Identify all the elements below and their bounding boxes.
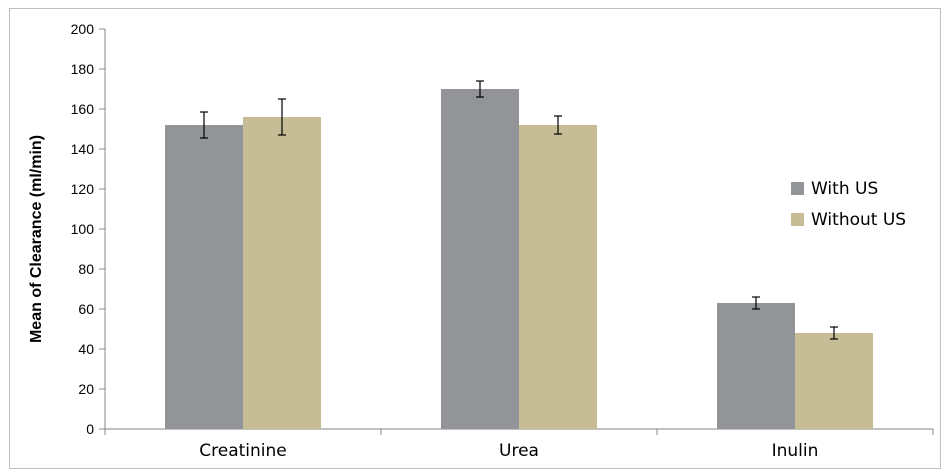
legend-swatch — [791, 213, 804, 226]
y-tick-label: 140 — [71, 141, 95, 157]
bar-creatinine-with-us — [165, 125, 243, 429]
bar-inulin-without-us — [795, 333, 873, 429]
y-tick-label: 80 — [78, 261, 94, 277]
y-axis-label: Mean of Clearance (ml/min) — [28, 135, 45, 343]
y-tick-label: 60 — [78, 301, 94, 317]
y-tick-label: 200 — [71, 21, 95, 37]
legend-label: Without US — [811, 210, 906, 230]
legend: With US Without US — [791, 179, 906, 230]
x-category-label: Creatinine — [199, 441, 286, 461]
y-tick-label: 160 — [71, 101, 95, 117]
bar-inulin-with-us — [717, 303, 795, 429]
bars — [165, 89, 873, 429]
legend-label: With US — [811, 179, 878, 199]
x-category-label: Urea — [499, 441, 539, 461]
bar-creatinine-without-us — [243, 117, 321, 429]
x-category-label: Inulin — [772, 441, 819, 461]
y-tick-label: 0 — [86, 421, 94, 437]
bar-urea-without-us — [519, 125, 597, 429]
y-tick-label: 40 — [78, 341, 94, 357]
y-tick-label: 120 — [71, 181, 95, 197]
labels: 0 20 40 60 80 100 120 140 160 180 200 Creatinine Ure… — [71, 21, 819, 461]
bar-urea-with-us — [441, 89, 519, 429]
legend-swatch — [791, 182, 804, 195]
error-bars — [200, 80, 838, 340]
y-tick-label: 20 — [78, 381, 94, 397]
y-tick-label: 100 — [71, 221, 95, 237]
y-tick-label: 180 — [71, 61, 95, 77]
